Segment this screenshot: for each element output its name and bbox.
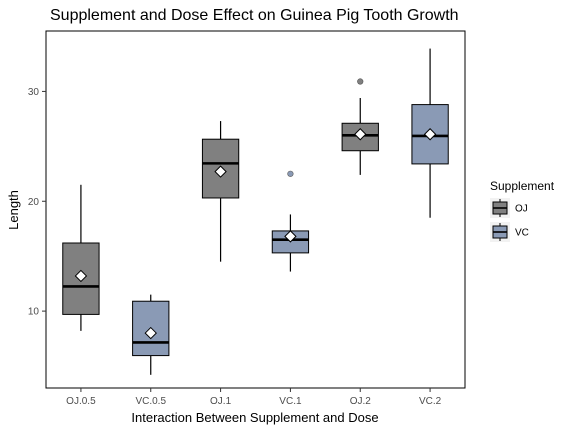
mean-marker: [284, 230, 297, 243]
y-tick-label: 10: [28, 307, 40, 318]
mean-marker: [144, 326, 157, 340]
x-tick-label: OJ.1: [210, 396, 232, 407]
x-tick-label: OJ.2: [350, 396, 372, 407]
y-tick-label: 30: [28, 87, 40, 98]
x-tick-label: OJ.0.5: [66, 396, 96, 407]
legend: Supplement OJ VC: [490, 179, 555, 242]
x-tick-label: VC.2: [419, 396, 442, 407]
outlier-point: [287, 170, 294, 177]
legend-item-oj: OJ: [490, 198, 528, 218]
mean-marker: [354, 128, 367, 141]
legend-label: VC: [515, 228, 529, 239]
x-axis: OJ.0.5 VC.0.5 OJ.1 VC.1 OJ.2 VC.2: [66, 388, 442, 407]
boxes-layer: [62, 48, 449, 375]
box-group-oj-1: [201, 121, 240, 262]
mean-marker: [423, 128, 437, 141]
legend-title: Supplement: [490, 179, 555, 193]
mean-marker: [214, 165, 227, 178]
y-axis-title: Length: [6, 190, 21, 230]
mean-marker: [74, 269, 88, 283]
box-group-vc-0-5: [132, 294, 170, 375]
legend-item-vc: VC: [490, 222, 529, 242]
y-tick-label: 20: [28, 197, 40, 208]
outlier-point: [357, 78, 364, 85]
box-group-oj-2: [341, 78, 379, 175]
plot-panel-border: [45, 30, 466, 389]
box-group-vc-1: [271, 170, 310, 272]
y-axis: 10 20 30: [28, 87, 46, 318]
x-axis-title: Interaction Between Supplement and Dose: [131, 410, 378, 425]
x-tick-label: VC.0.5: [135, 396, 166, 407]
box-group-oj-0-5: [62, 184, 100, 331]
legend-label: OJ: [515, 204, 528, 215]
box-group-vc-2: [411, 48, 449, 218]
x-tick-label: VC.1: [279, 396, 302, 407]
chart-title: Supplement and Dose Effect on Guinea Pig…: [50, 7, 459, 24]
